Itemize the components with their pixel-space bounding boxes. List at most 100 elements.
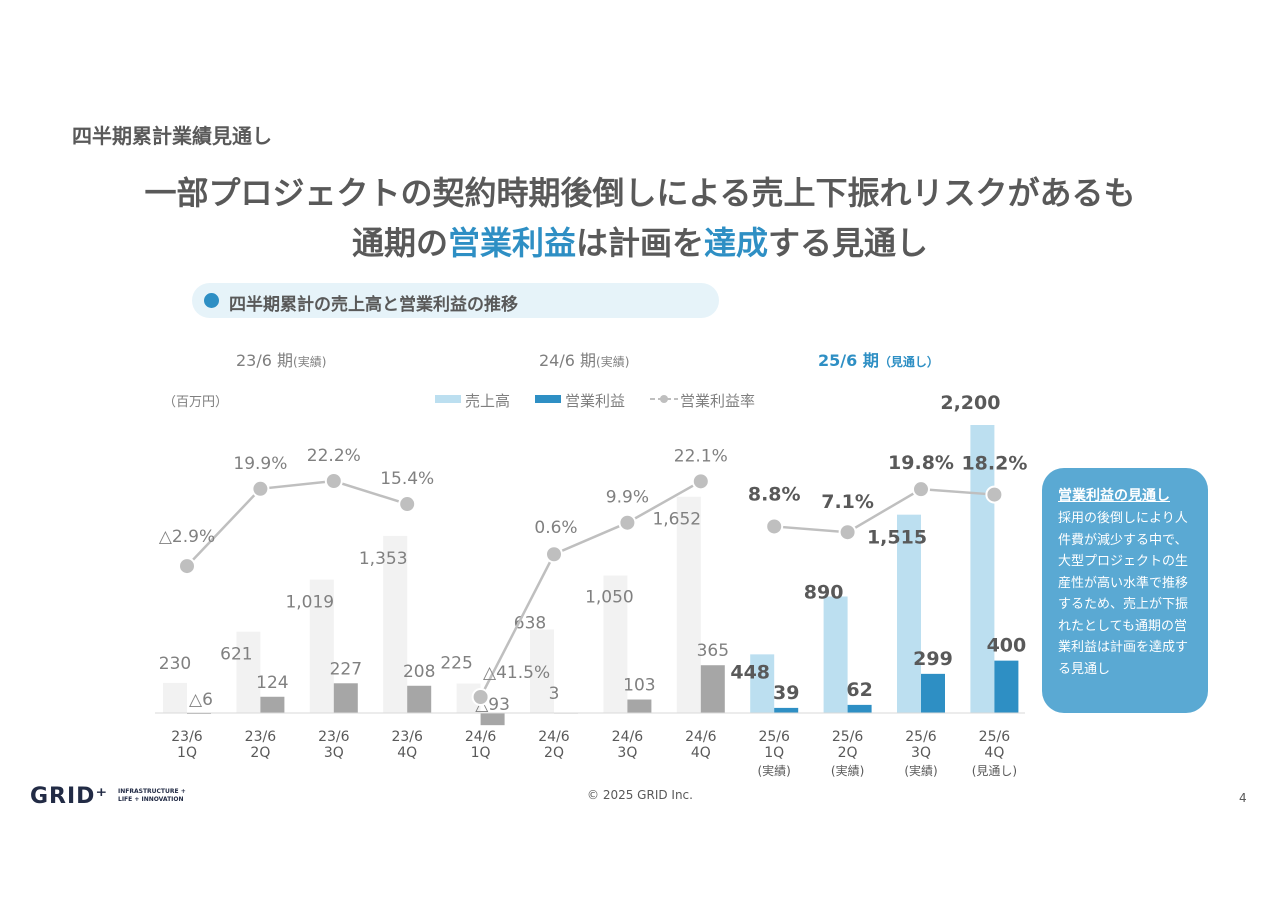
- legend-swatch-operating-margin: [650, 395, 678, 403]
- copyright: © 2025 GRID Inc.: [587, 788, 693, 802]
- period-main: 25/6 期: [818, 351, 879, 370]
- x-tick-label: 3Q: [324, 745, 344, 761]
- operating-profit-value-label: 3: [549, 684, 560, 704]
- legend-label: 営業利益: [565, 392, 626, 410]
- x-tick-label: 25/6: [905, 729, 937, 745]
- headline-line-1: 一部プロジェクトの契約時期後倒しによる売上下振れリスクがあるも: [144, 174, 1136, 212]
- operating-margin-label: 19.8%: [888, 452, 954, 474]
- sales-value-label: 225: [440, 654, 472, 674]
- x-tick-sublabel: (実績): [904, 763, 937, 778]
- operating-profit-value-label: 39: [773, 682, 799, 704]
- headline-highlight-achieve: 達成: [704, 224, 769, 262]
- x-tick-label: 2Q: [838, 745, 858, 761]
- x-tick-label: 3Q: [617, 745, 637, 761]
- headline-line-2: 通期の営業利益は計画を達成する見通し: [0, 218, 1280, 264]
- operating-profit-bar: [774, 707, 799, 713]
- x-tick-label: 24/6: [685, 729, 717, 745]
- x-tick-label: 23/6: [391, 729, 423, 745]
- grid-logo: GRID⁺ INFRASTRUCTURE + LIFE + INNOVATION: [30, 784, 186, 809]
- x-tick-label: 1Q: [177, 745, 197, 761]
- section-title: 四半期累計業績見通し: [72, 124, 272, 148]
- bullet-dot-icon: [204, 293, 219, 308]
- x-tick-sublabel: (実績): [758, 763, 791, 778]
- sales-value-label: 1,353: [359, 549, 408, 569]
- legend-label: 営業利益率: [680, 392, 756, 410]
- operating-margin-point: [545, 545, 563, 564]
- chart-title: 四半期累計の売上高と営業利益の推移: [229, 295, 518, 315]
- logo-wordmark: GRID⁺: [30, 784, 109, 809]
- operating-margin-point: [398, 495, 417, 514]
- x-tick-label: 25/6: [832, 729, 864, 745]
- operating-margin-line: [479, 480, 702, 698]
- sales-bar: [163, 682, 187, 713]
- logo-tagline-line: LIFE + INNOVATION: [118, 796, 184, 803]
- legend-label: 売上高: [465, 392, 511, 410]
- callout-box: 営業利益の見通し 採用の後倒しにより人件費が減少する中で、大型プロジェクトの生産…: [1042, 468, 1208, 713]
- sales-bar: [750, 654, 775, 713]
- operating-profit-value-label: 208: [403, 662, 435, 682]
- operating-margin-point: [985, 485, 1004, 504]
- operating-profit-bar: [994, 660, 1019, 713]
- period-label-fy25: 25/6 期（見通し）: [818, 347, 939, 371]
- period-main: 23/6 期: [236, 351, 294, 370]
- sales-bar: [603, 575, 628, 713]
- x-tick-label: 23/6: [245, 729, 277, 745]
- sales-bar: [676, 496, 701, 713]
- sales-value-label: 1,652: [652, 510, 701, 530]
- operating-profit-bar: [407, 685, 432, 713]
- operating-profit-value-label: 400: [987, 635, 1027, 657]
- callout-title: 営業利益の見通し: [1058, 488, 1170, 504]
- operating-margin-point: [324, 472, 343, 490]
- x-tick-label: 24/6: [465, 729, 497, 745]
- x-tick-label: 25/6: [758, 729, 790, 745]
- sales-value-label: 230: [159, 654, 191, 674]
- sales-value-label: 1,019: [285, 593, 334, 613]
- operating-margin-label: 18.2%: [961, 453, 1027, 475]
- operating-margin-label: 8.8%: [748, 483, 801, 505]
- operating-margin-point: [251, 479, 270, 498]
- operating-margin-label: 15.4%: [380, 469, 434, 489]
- operating-profit-bar: [480, 713, 505, 726]
- operating-margin-point: [765, 517, 784, 536]
- x-tick-label: 1Q: [471, 745, 491, 761]
- sales-bar: [236, 631, 261, 713]
- x-tick-label: 3Q: [911, 745, 931, 761]
- sales-bar: [383, 535, 408, 713]
- operating-margin-line: [186, 479, 408, 567]
- logo-tagline-line: INFRASTRUCTURE +: [118, 788, 186, 795]
- operating-margin-point: [691, 472, 710, 491]
- sales-bar: [897, 514, 921, 713]
- operating-profit-bar: [333, 683, 358, 713]
- operating-margin-point: [618, 513, 637, 532]
- x-tick-label: 24/6: [612, 729, 644, 745]
- period-main: 24/6 期: [539, 351, 597, 370]
- operating-margin-point: [471, 688, 490, 706]
- operating-margin-label: △41.5%: [483, 663, 550, 683]
- x-tick-sublabel: (見通し): [972, 764, 1017, 778]
- operating-profit-value-label: 62: [846, 679, 872, 701]
- x-tick-label: 2Q: [544, 745, 564, 761]
- x-tick-label: 4Q: [691, 745, 711, 761]
- sales-value-label: 890: [804, 581, 844, 603]
- operating-margin-label: 9.9%: [606, 488, 649, 508]
- operating-margin-label: 0.6%: [534, 518, 577, 538]
- operating-margin-point: [912, 480, 930, 499]
- operating-profit-bar: [847, 704, 872, 713]
- operating-margin-label: 22.2%: [307, 446, 361, 466]
- logo-tagline: INFRASTRUCTURE + LIFE + INNOVATION: [118, 788, 186, 804]
- operating-profit-bar: [260, 696, 285, 713]
- unit-label: （百万円）: [163, 395, 229, 410]
- legend-swatch-sales: [435, 395, 461, 403]
- period-sub: (実績): [596, 355, 630, 369]
- period-label-fy24: 24/6 期(実績): [539, 347, 629, 371]
- operating-margin-point: [838, 523, 857, 542]
- operating-profit-bar: [921, 673, 945, 713]
- period-sub: （見通し）: [878, 355, 939, 369]
- operating-profit-value-label: 227: [330, 659, 362, 679]
- operating-profit-value-label: 299: [913, 648, 953, 670]
- x-tick-label: 4Q: [984, 745, 1004, 761]
- headline-text: 通期の: [351, 224, 448, 262]
- sales-bar: [530, 629, 554, 713]
- x-tick-label: 23/6: [171, 729, 203, 745]
